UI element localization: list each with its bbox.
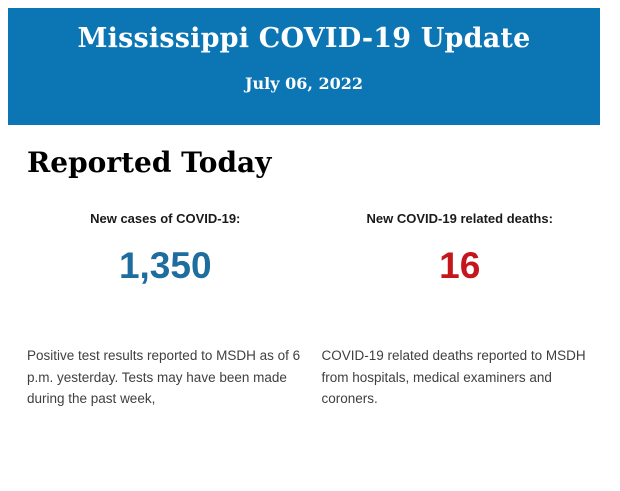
banner-date: July 06, 2022 [244, 74, 364, 93]
new-deaths-label: New COVID-19 related deaths: [366, 211, 553, 226]
update-banner: Mississippi COVID-19 Update July 06, 202… [8, 8, 600, 125]
new-cases-column: New cases of COVID-19: 1,350 Positive te… [27, 211, 304, 410]
banner-title: Mississippi COVID-19 Update [77, 23, 531, 54]
new-deaths-value: 16 [439, 245, 481, 286]
main-content: Reported Today New cases of COVID-19: 1,… [0, 146, 620, 410]
new-cases-label: New cases of COVID-19: [90, 211, 241, 226]
new-deaths-column: New COVID-19 related deaths: 16 COVID-19… [322, 211, 599, 410]
stats-columns: New cases of COVID-19: 1,350 Positive te… [27, 211, 598, 410]
new-deaths-description: COVID-19 related deaths reported to MSDH… [321, 348, 586, 406]
new-cases-description: Positive test results reported to MSDH a… [27, 348, 301, 406]
new-cases-value: 1,350 [118, 245, 212, 286]
reported-today-heading: Reported Today [27, 146, 272, 179]
